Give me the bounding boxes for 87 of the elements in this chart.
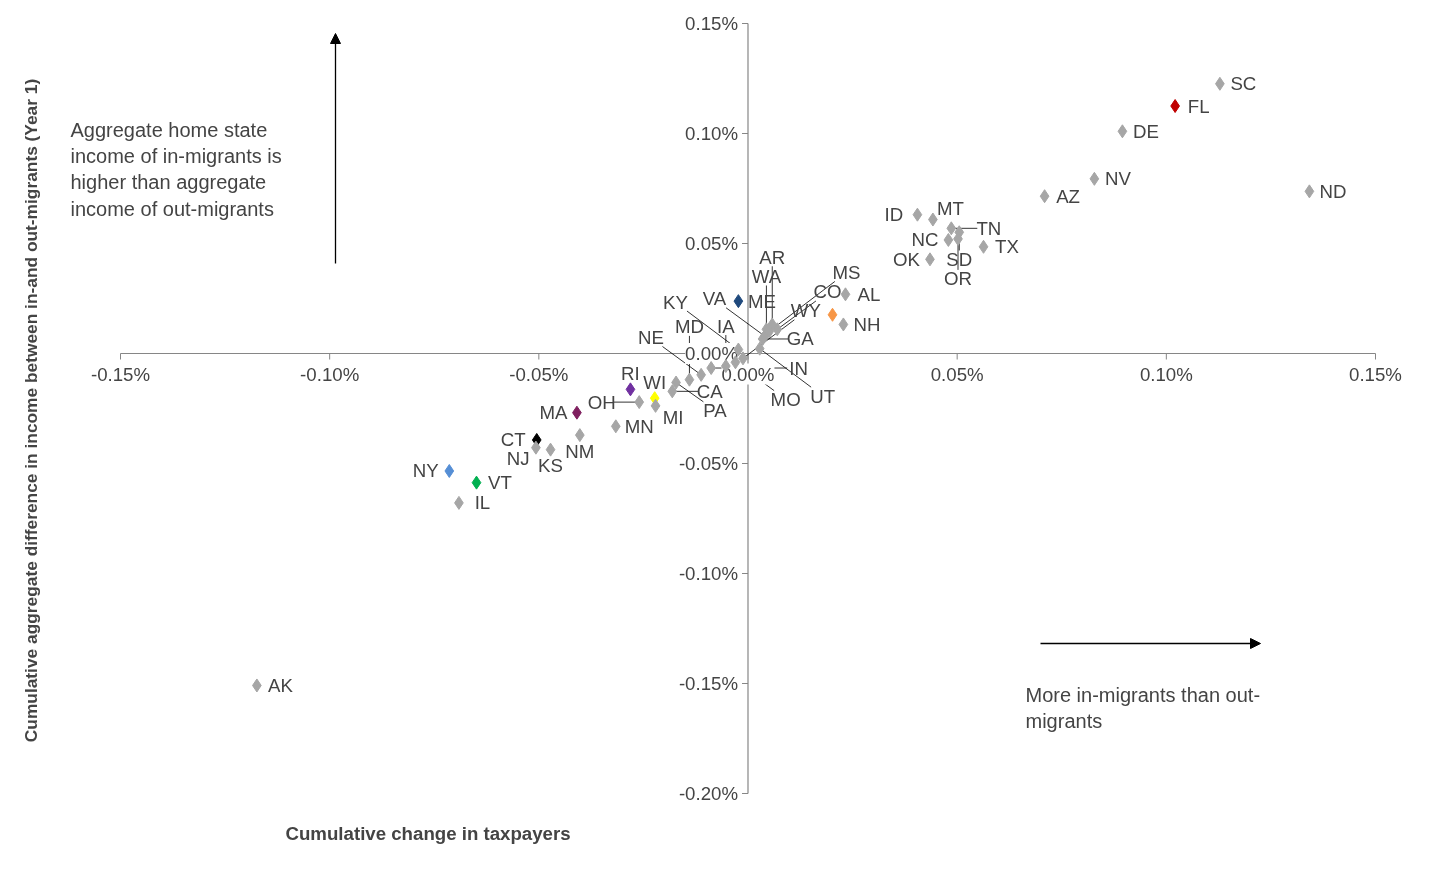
point [840,287,851,302]
x-tick-label: 0.15% [1349,363,1402,385]
annotation: UT [810,385,836,407]
annotation: PA [703,400,728,422]
annotation: IN [789,357,809,379]
annotation: IL [474,492,491,514]
point [545,442,556,457]
annotation: NH [853,313,881,335]
annotation: MA [539,402,568,424]
annotation: AL [857,283,881,305]
y-tick-label: -0.15% [678,673,739,694]
point [754,341,765,356]
annotation: GA [786,328,815,350]
annotation: CA [696,380,724,402]
annotation: NC [911,229,939,251]
annotation: More in-migrants than out-migrants [1025,683,1261,732]
annotation: WI [643,371,667,393]
point [827,307,838,322]
point [634,395,645,410]
x-tick-label: -0.10% [300,363,360,385]
annotation: ID [884,204,904,226]
annotation: NJ [506,448,530,470]
annotation: RI [621,362,640,384]
annotation: KY [663,291,689,313]
point [838,317,849,332]
annotation: NV [1104,168,1132,190]
annotation: FL [1187,95,1210,117]
point [471,475,482,490]
annotation: OR [944,268,972,290]
annotation: VA [702,288,727,310]
point [1117,124,1128,139]
annotation: NY [412,460,440,482]
annotation: CT [500,429,526,451]
point [650,398,661,413]
annotation: TX [995,236,1020,258]
annotation: MI [662,406,684,428]
x-tick-label: -0.05% [509,363,569,385]
annotation: VT [488,472,512,494]
point [444,463,455,478]
annotation: MT [937,197,965,219]
point [610,419,621,434]
y-tick-label: 0.10% [685,123,739,144]
point [772,322,783,337]
y-axis-title: Cumulative aggregate difference in income between in-and out-migrants (Year 1) [20,78,41,743]
x-tick-label: 0.05% [930,363,984,385]
y-tick-label: -0.20% [678,783,739,804]
annotation: KS [538,455,563,477]
x-tick-label: 0.10% [1139,363,1193,385]
annotation: ND [1319,180,1347,202]
annotation: MN [624,415,654,437]
annotation: NE [638,327,664,348]
y-tick-label: 0.15% [685,13,739,34]
point [978,239,989,254]
x-tick-label: 0.00% [721,363,775,385]
annotation: NM [565,440,595,462]
annotation: AR [759,246,786,268]
y-tick-label: -0.05% [678,453,739,474]
annotation: MO [770,389,801,411]
y-tick-label: -0.10% [678,563,739,584]
annotation: TN [976,217,1002,239]
annotation: SC [1230,73,1257,95]
annotation: OK [893,248,921,270]
y-tick-label: 0.00% [685,343,739,364]
point [1039,189,1050,204]
point [912,207,923,222]
annotation: OH [587,391,616,413]
annotation: AZ [1056,185,1081,207]
annotation: MD [674,316,704,338]
point [684,372,695,387]
annotation: AK [267,674,294,696]
point [946,221,957,236]
annotation: SD [946,248,973,270]
point [943,232,954,247]
point [667,384,678,399]
point [733,294,744,309]
y-tick-label: 0.05% [685,233,739,254]
point [625,382,636,397]
point [1089,171,1100,186]
x-tick-label: -0.15% [90,363,151,385]
annotation: IA [717,315,736,337]
point [1170,99,1180,113]
x-axis-title: Cumulative change in taxpayers [285,822,571,844]
annotation: DE [1132,120,1159,142]
annotation: MS [832,261,861,283]
point [706,361,717,376]
annotation: Aggregate home state income of in-migrants is higher than aggregate income of out-migrants [70,118,282,220]
point [1304,184,1315,199]
